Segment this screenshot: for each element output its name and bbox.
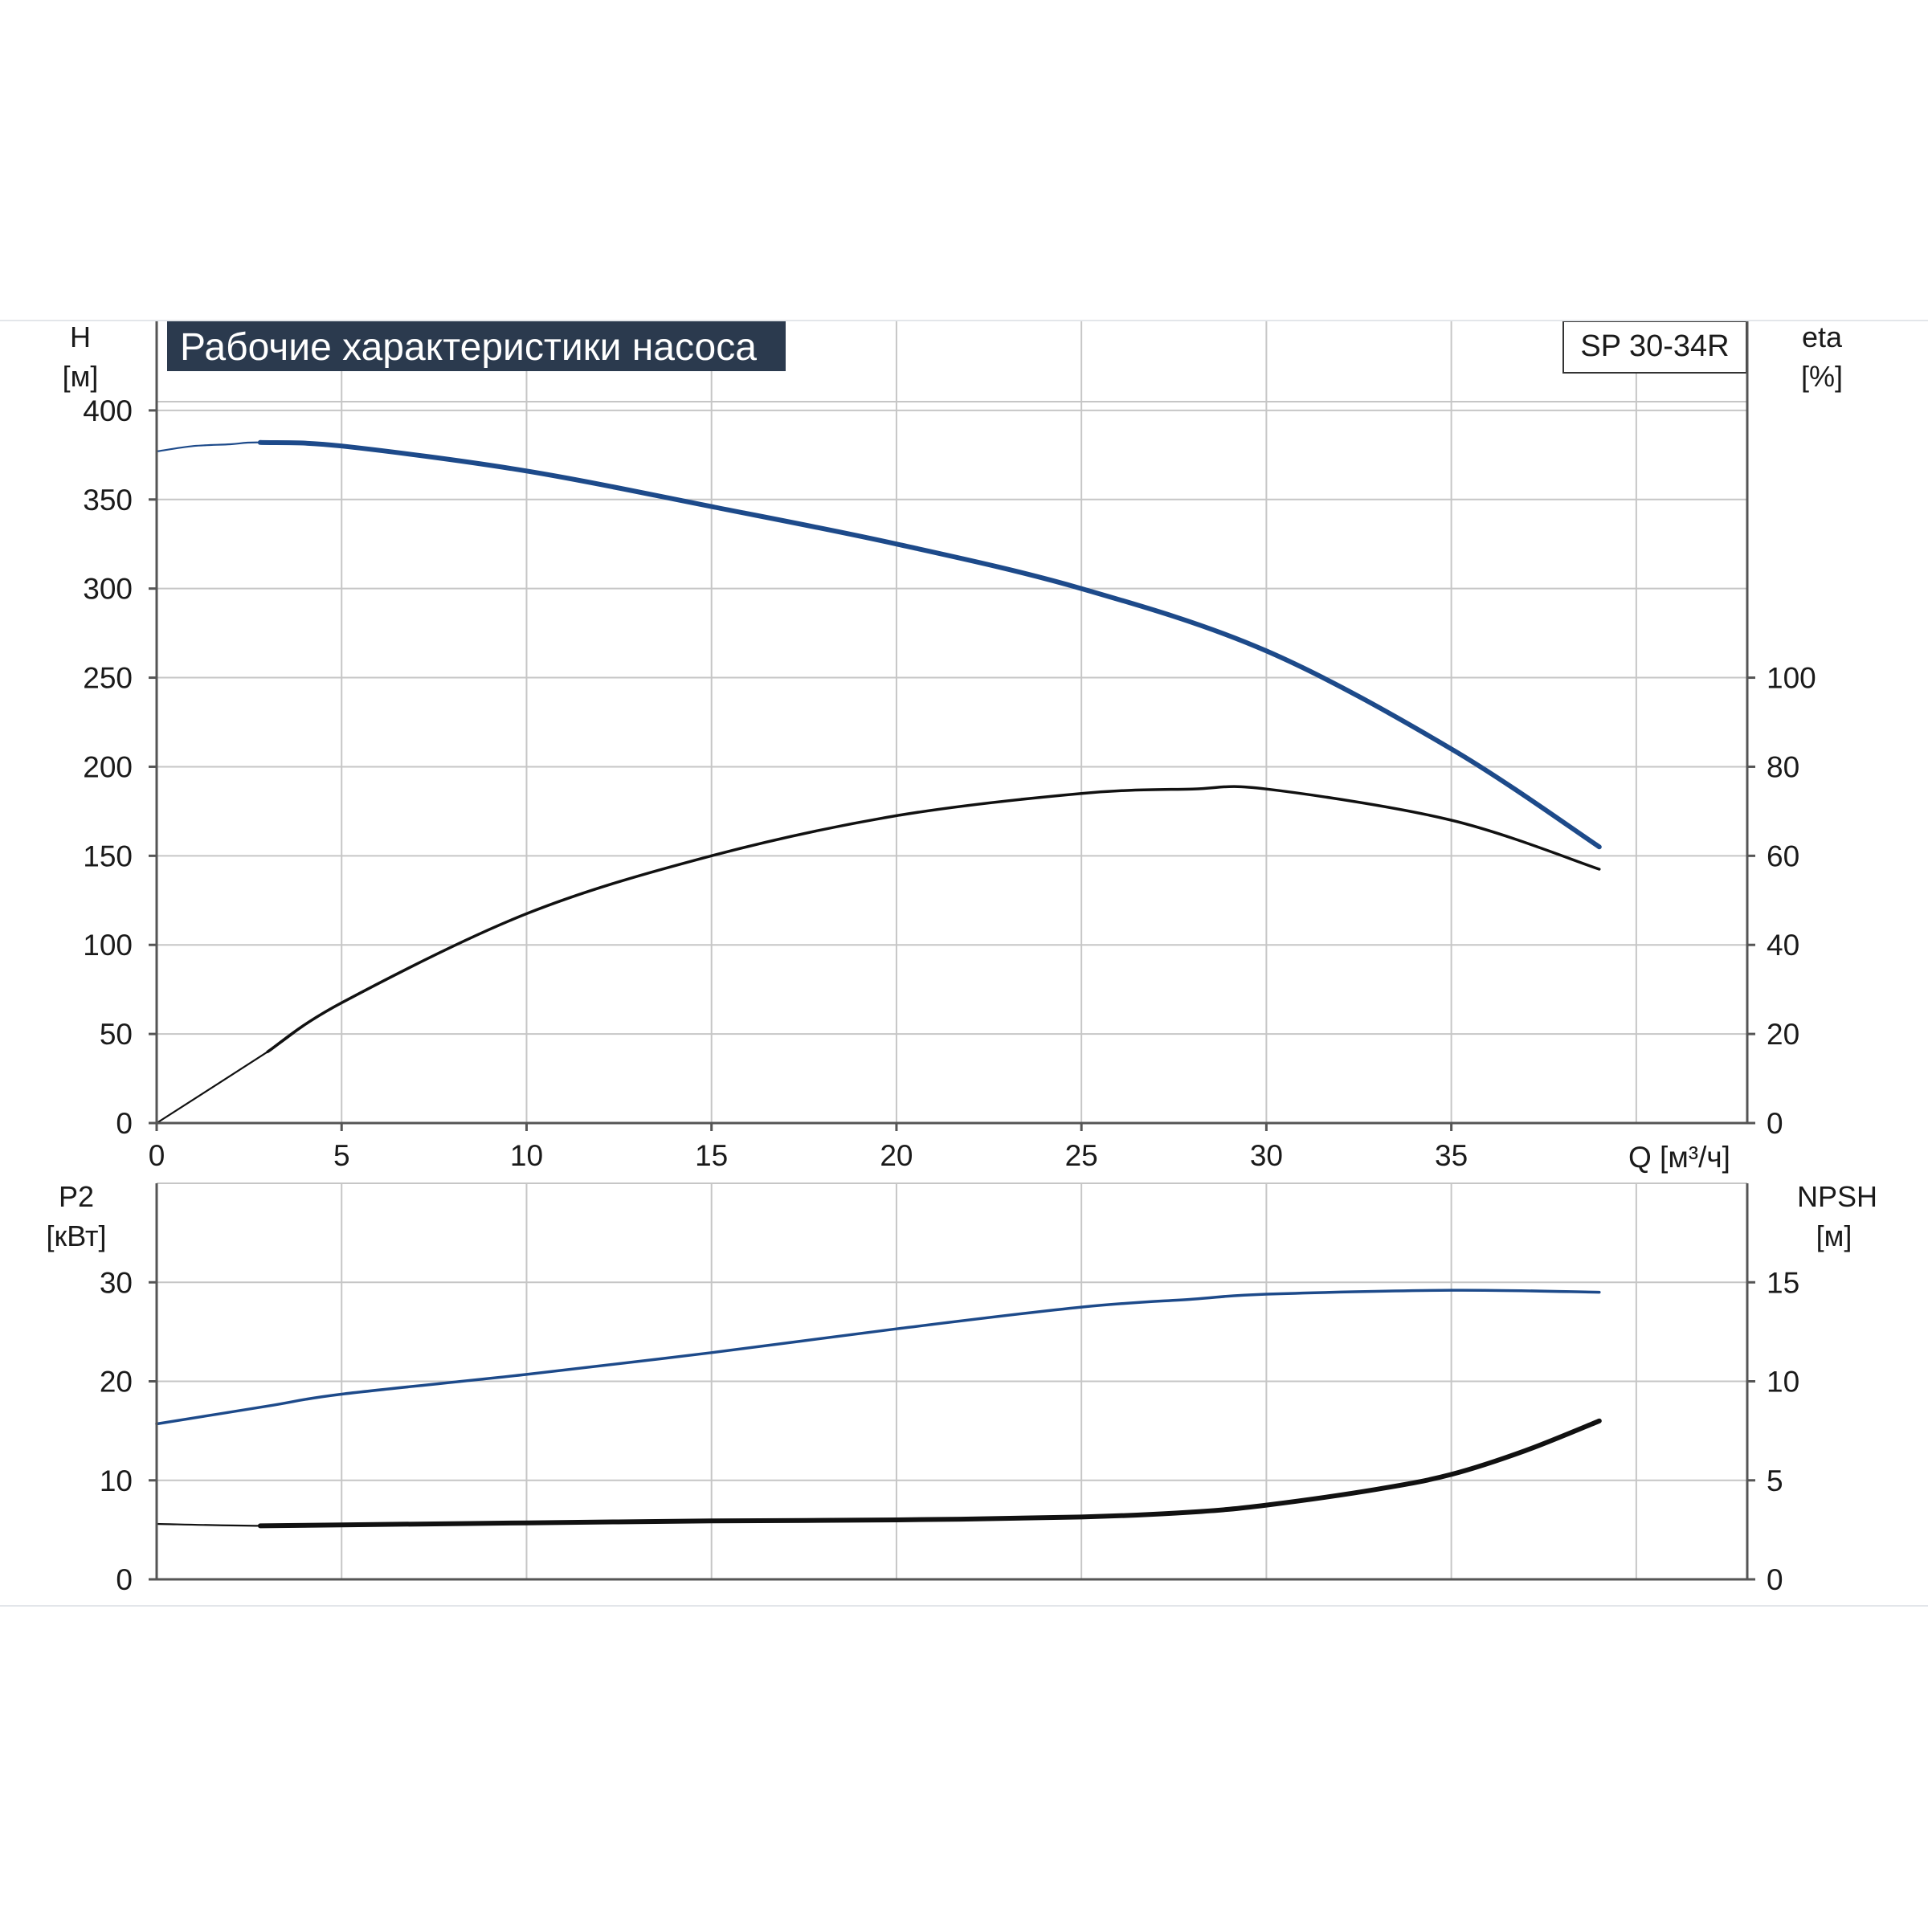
bottom-divider: [0, 1605, 1928, 1607]
upper-axes: 0 50 100 150 200 250 300 350 400 0 20 40 60 80 100 0 5 10…: [83, 321, 1816, 1172]
y-left-tick-label: 20: [100, 1366, 133, 1399]
lower-grid: [157, 1182, 1747, 1579]
lower-series: [155, 1289, 1602, 1529]
y-right-unit: [%]: [1801, 360, 1843, 393]
y-left-tick-label: 50: [100, 1018, 133, 1051]
y-left-tick-label: 350: [83, 484, 133, 517]
y-left-tick-label: 0: [116, 1563, 133, 1596]
y-right-tick-label: 100: [1767, 662, 1816, 695]
series-line-0: [155, 441, 1600, 848]
y-left-tick-label: 150: [83, 839, 133, 872]
y-left-tick-label: 10: [100, 1464, 133, 1497]
y-left-unit-lower: [кВт]: [46, 1219, 106, 1252]
y-right-tick-label: 0: [1767, 1563, 1783, 1596]
x-tick-label: 25: [1065, 1139, 1098, 1172]
upper-grid: [157, 321, 1747, 1123]
series-line-bold-0: [257, 439, 1602, 850]
y-right-tick-label: 60: [1767, 839, 1799, 872]
y-left-label-lower: P2: [59, 1180, 94, 1213]
series-line-bold-1: [266, 785, 1601, 1054]
upper-series: [155, 439, 1602, 1125]
chart-title-box: [167, 321, 786, 371]
series-line-1: [155, 1419, 1600, 1527]
y-right-label-lower: NPSH: [1797, 1180, 1877, 1213]
y-left-tick-label: 100: [83, 929, 133, 962]
y-right-tick-label: 0: [1767, 1107, 1783, 1140]
y-right-tick-label: 40: [1767, 929, 1799, 962]
x-tick-label: 5: [333, 1139, 350, 1172]
y-right-tick-label: 80: [1767, 750, 1799, 783]
y-left-tick-label: 200: [83, 750, 133, 783]
x-tick-label: 10: [510, 1139, 543, 1172]
y-left-unit: [м]: [63, 360, 99, 393]
head-efficiency-chart: Рабочие характеристики насоса SP 30-34R …: [63, 321, 1843, 1174]
x-tick-label: 0: [149, 1139, 165, 1172]
x-tick-label: 35: [1435, 1139, 1468, 1172]
series-line-bold-1: [257, 1418, 1602, 1529]
lower-axes: 0 10 20 30 0 5 10 15: [100, 1183, 1799, 1596]
series-line-bold-0: [155, 1289, 1601, 1426]
series-line-0: [155, 1289, 1600, 1425]
y-left-tick-label: 0: [116, 1107, 133, 1140]
y-left-tick-label: 250: [83, 662, 133, 695]
power-npsh-chart: 0 10 20 30 0 5 10 15 P2 [кВт] NPSH [м]: [46, 1180, 1877, 1596]
y-left-label: H: [70, 321, 91, 353]
y-left-tick-label: 30: [100, 1266, 133, 1299]
y-right-unit-lower: [м]: [1816, 1219, 1852, 1252]
chart-title: Рабочие характеристики насоса: [180, 326, 757, 369]
x-tick-label: 30: [1250, 1139, 1283, 1172]
x-tick-label: 15: [695, 1139, 728, 1172]
y-right-tick-label: 20: [1767, 1018, 1799, 1051]
x-axis-label: Q [м³/ч]: [1628, 1141, 1730, 1174]
y-left-tick-label: 400: [83, 394, 133, 427]
y-left-tick-label: 300: [83, 573, 133, 606]
y-right-tick-label: 15: [1767, 1266, 1799, 1299]
model-label: SP 30-34R: [1580, 329, 1729, 363]
model-label-box: [1562, 321, 1747, 374]
series-line-1: [155, 786, 1600, 1125]
x-tick-label: 20: [880, 1139, 913, 1172]
y-right-tick-label: 10: [1767, 1366, 1799, 1399]
top-divider: [0, 320, 1928, 321]
y-right-label: eta: [1802, 321, 1843, 353]
y-right-tick-label: 5: [1767, 1464, 1783, 1497]
